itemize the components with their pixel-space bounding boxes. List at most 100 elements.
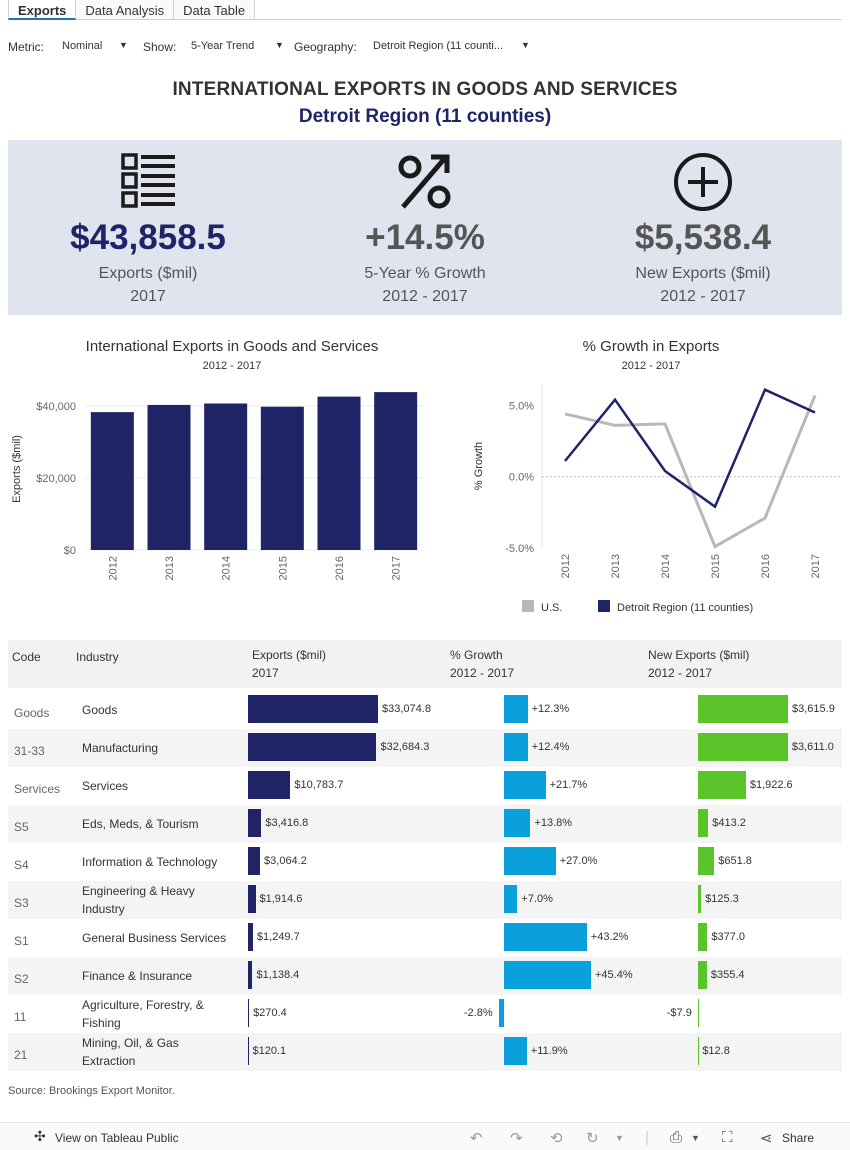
cell-industry: Finance & Insurance xyxy=(82,969,193,983)
undo-icon[interactable]: ↶ xyxy=(470,1130,483,1147)
redo-icon[interactable]: ↷ xyxy=(510,1130,523,1147)
tab-exports[interactable]: Exports xyxy=(8,0,77,20)
chevron-down-icon[interactable]: ▼ xyxy=(615,1133,624,1143)
new-exports-bar xyxy=(698,847,715,875)
cell-code: S5 xyxy=(14,820,29,834)
bar xyxy=(147,404,191,550)
exports-bar xyxy=(248,1037,249,1065)
chevron-down-icon[interactable]: ▼ xyxy=(119,40,128,50)
growth-bar xyxy=(504,771,546,799)
geography-dropdown[interactable]: Detroit Region (11 counti... xyxy=(373,40,504,52)
bar xyxy=(374,392,418,550)
y-tick-label: 5.0% xyxy=(509,400,534,412)
table-row[interactable]: S2 Finance & Insurance $1,138.4 +45.4% $355.… xyxy=(8,957,842,995)
x-tick-label: 2014 xyxy=(660,554,672,578)
exports-label: $1,249.7 xyxy=(256,931,300,943)
chevron-down-icon[interactable]: ▼ xyxy=(521,40,530,50)
cell-industry: Manufacturing xyxy=(82,741,159,755)
cell-code: Goods xyxy=(14,706,50,720)
page-title: INTERNATIONAL EXPORTS IN GOODS AND SERVI… xyxy=(172,79,678,100)
x-tick-label: 2012 xyxy=(107,556,119,580)
list-icon xyxy=(121,153,175,208)
chevron-down-icon[interactable]: ▼ xyxy=(275,40,284,50)
table-row[interactable]: Services Services $10,783.7 +21.7% $1,922.6 xyxy=(8,767,842,805)
table-row[interactable]: 21 Mining, Oil, & Gas Extraction $120.1 +11… xyxy=(8,1033,842,1071)
table-row[interactable]: S5 Eds, Meds, & Tourism $3,416.8 +13.8% $413… xyxy=(8,805,842,843)
refresh-icon[interactable]: ↻ xyxy=(586,1130,599,1147)
cell-industry: Engineering & Heavy Industry xyxy=(82,884,195,916)
show-dropdown[interactable]: 5-Year Trend xyxy=(191,40,255,52)
bar xyxy=(260,406,304,550)
y-tick-label: 0.0% xyxy=(509,472,534,484)
fullscreen-icon[interactable]: ⛶ xyxy=(722,1129,733,1146)
metric-dropdown[interactable]: Nominal xyxy=(62,40,103,52)
growth-bar xyxy=(504,1037,527,1065)
cell-code: S2 xyxy=(14,972,29,986)
growth-bar xyxy=(504,695,528,723)
header-new-exports: New Exports ($mil) xyxy=(648,648,750,662)
growth-line-chart: -5.0% 0.0% 5.0% % Growth 2012 2013 2014 2015 201… xyxy=(473,384,842,614)
exports-bar xyxy=(248,733,377,761)
kpi-exports-period: 2017 xyxy=(130,288,166,305)
exports-bar xyxy=(248,771,291,799)
legend-swatch xyxy=(522,600,534,612)
page-subtitle: Detroit Region (11 counties) xyxy=(298,106,552,127)
tab-data-table[interactable]: Data Table xyxy=(174,0,256,20)
table-row[interactable]: S3 Engineering & Heavy Industry $1,914.6 +7… xyxy=(8,881,842,919)
exports-bar xyxy=(248,923,253,951)
growth-bar xyxy=(504,885,518,913)
share-button[interactable]: Share xyxy=(782,1131,815,1145)
kpi-new-exports-value: $5,538.4 xyxy=(634,218,772,257)
table-row[interactable]: S4 Information & Technology $3,064.2 +27.0%… xyxy=(8,843,842,881)
metric-label: Metric: xyxy=(8,40,44,54)
growth-bar xyxy=(504,733,528,761)
growth-label: -2.8% xyxy=(463,1007,493,1019)
revert-icon[interactable]: ⟲ xyxy=(550,1130,563,1147)
bar-chart-subtitle: 2012 - 2017 xyxy=(202,360,262,372)
cell-industry: Information & Technology xyxy=(82,855,218,869)
download-icon[interactable]: ⎙ xyxy=(670,1129,683,1146)
exports-bar xyxy=(248,885,256,913)
share-icon[interactable]: ⋖ xyxy=(760,1130,773,1147)
exports-label: $1,138.4 xyxy=(256,969,300,981)
cell-industry: Eds, Meds, & Tourism xyxy=(82,817,199,831)
x-tick-label: 2017 xyxy=(810,554,822,578)
source-note: Source: Brookings Export Monitor. xyxy=(8,1085,175,1097)
x-tick-label: 2013 xyxy=(610,554,622,578)
cell-industry: Agriculture, Forestry, & Fishing xyxy=(82,998,204,1030)
series-line xyxy=(564,388,816,509)
growth-label: +43.2% xyxy=(590,931,629,943)
new-exports-label: $651.8 xyxy=(718,855,752,867)
kpi-new-exports-label: New Exports ($mil) xyxy=(635,265,771,282)
view-on-tableau-link[interactable]: View on Tableau Public xyxy=(55,1131,179,1145)
new-exports-label: $3,611.0 xyxy=(791,741,834,753)
exports-bar xyxy=(248,809,262,837)
y-tick-label: $0 xyxy=(64,545,76,557)
percent-icon xyxy=(398,154,451,209)
y-axis-label: % Growth xyxy=(473,442,485,490)
exports-label: $32,684.3 xyxy=(380,741,430,753)
new-exports-label: $1,922.6 xyxy=(749,779,793,791)
cell-code: 11 xyxy=(14,1010,27,1024)
table-row[interactable]: Goods Goods $33,074.8 +12.3% $3,615.9 xyxy=(8,691,842,729)
new-exports-bar xyxy=(698,733,788,761)
y-tick-label: -5.0% xyxy=(505,543,534,555)
growth-label: +13.8% xyxy=(534,817,573,829)
growth-label: +21.7% xyxy=(549,779,588,791)
tab-data-analysis[interactable]: Data Analysis xyxy=(76,0,175,20)
header-growth-period: 2012 - 2017 xyxy=(450,666,515,680)
new-exports-bar xyxy=(698,809,709,837)
table-row[interactable]: 31-33 Manufacturing $32,684.3 +12.4% $3,611.… xyxy=(8,729,842,767)
chevron-down-icon[interactable]: ▼ xyxy=(691,1133,700,1143)
cell-code: Services xyxy=(14,782,61,796)
kpi-panel: $43,858.5 Exports ($mil) 2017 +14.5% 5-Y… xyxy=(8,140,842,315)
table-row[interactable]: S1 General Business Services $1,249.7 +43.2… xyxy=(8,919,842,957)
divider: | xyxy=(645,1129,649,1146)
kpi-exports-value: $43,858.5 xyxy=(70,218,226,257)
header-growth: % Growth xyxy=(450,648,503,662)
new-exports-label: $12.8 xyxy=(702,1045,730,1057)
new-exports-bar xyxy=(698,695,788,723)
growth-bar xyxy=(498,999,504,1027)
table-row[interactable]: 11 Agriculture, Forestry, & Fishing $270.4… xyxy=(8,995,842,1033)
new-exports-label: $3,615.9 xyxy=(792,703,835,715)
